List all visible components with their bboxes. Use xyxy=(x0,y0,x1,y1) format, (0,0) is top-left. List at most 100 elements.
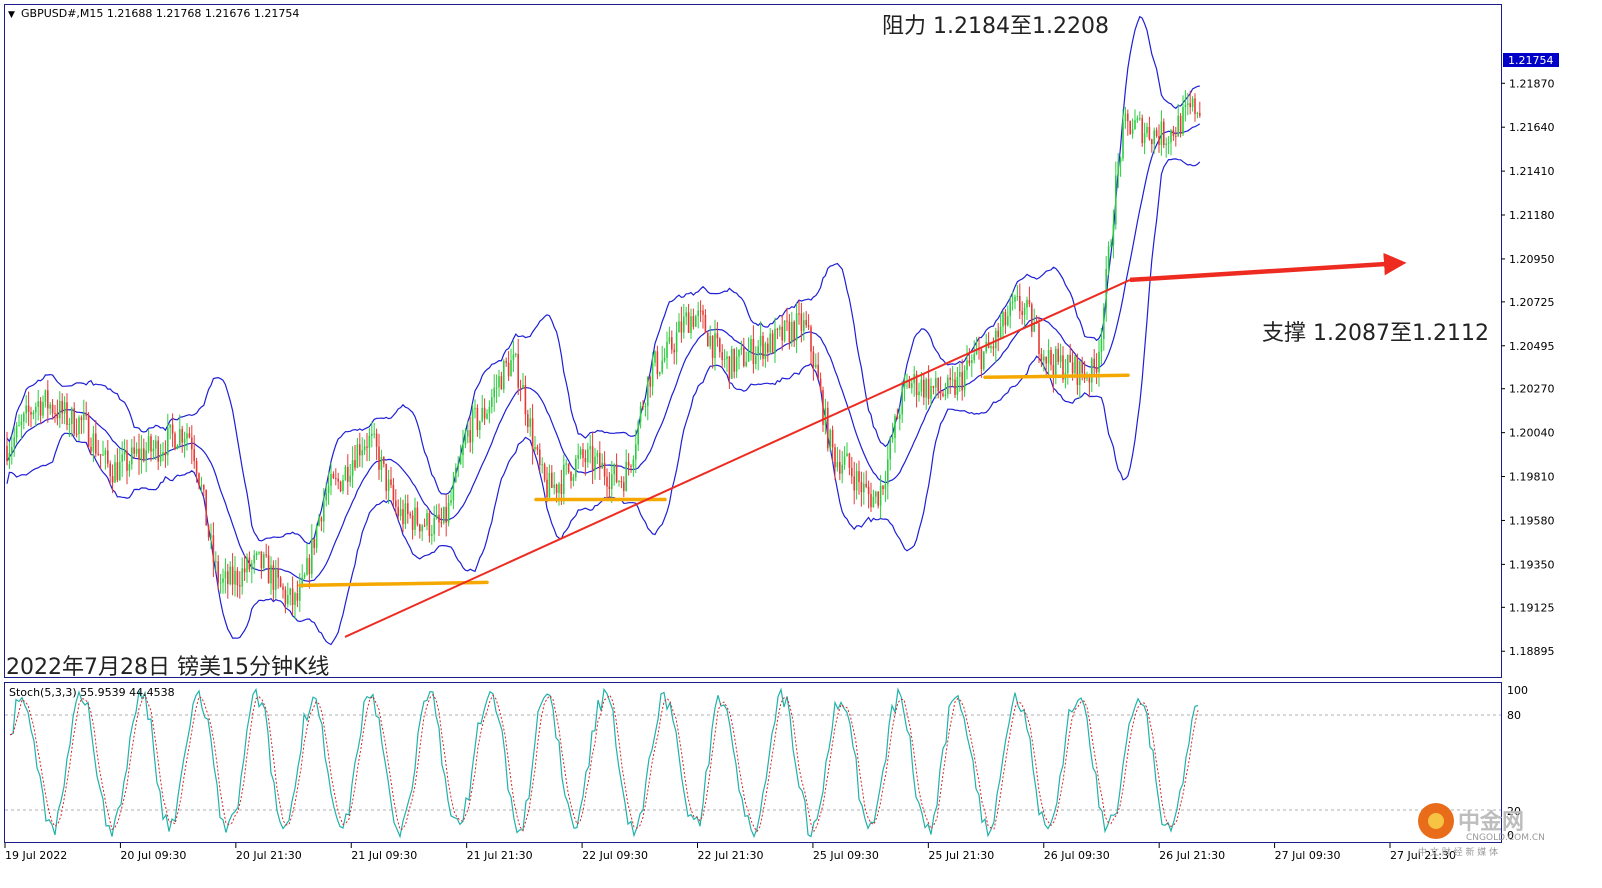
candle-body xyxy=(908,380,911,388)
candle-body xyxy=(1141,118,1143,144)
candle-body xyxy=(1155,130,1158,137)
candle-body xyxy=(392,484,395,501)
candle-body xyxy=(695,316,697,327)
candle-body xyxy=(375,433,378,447)
candle-body xyxy=(750,339,752,352)
candle-body xyxy=(738,349,740,357)
candle-body xyxy=(1043,356,1045,361)
candle-body xyxy=(500,376,503,390)
candle-body xyxy=(726,356,728,359)
candle-body xyxy=(551,472,553,488)
candle-body xyxy=(860,482,863,493)
candle-body xyxy=(481,407,483,422)
candle-body xyxy=(171,424,174,434)
candle-body xyxy=(1009,301,1011,317)
chart-caption: 2022年7月28日 镑美15分钟K线 xyxy=(6,655,329,680)
candle-body xyxy=(227,571,229,585)
candle-body xyxy=(937,378,939,392)
stoch-tick-20: 20 xyxy=(1507,805,1521,818)
watermark-subtitle: 中 文 财 经 新 媒 体 xyxy=(1418,846,1498,858)
candle-body xyxy=(606,476,608,487)
candle-body xyxy=(399,509,402,517)
candle-body xyxy=(939,391,942,394)
candle-body xyxy=(361,450,363,456)
x-tick-label: 27 Jul 09:30 xyxy=(1275,849,1341,862)
candle-body xyxy=(145,450,147,461)
y-tick-label: 1.20725 xyxy=(1509,296,1555,309)
candle-body xyxy=(51,404,54,414)
candle-body xyxy=(683,316,685,333)
candle-body xyxy=(387,479,390,491)
candle-body xyxy=(303,574,306,578)
candle-body xyxy=(999,326,1002,338)
y-tick-label: 1.19125 xyxy=(1509,601,1555,614)
candle-body xyxy=(447,502,450,523)
candle-body xyxy=(822,390,824,425)
candle-body xyxy=(191,437,193,450)
candle-body xyxy=(625,461,627,491)
candle-body xyxy=(877,491,879,506)
candle-body xyxy=(543,464,546,480)
candle-body xyxy=(675,332,678,353)
candle-body xyxy=(728,356,731,379)
candle-body xyxy=(15,425,18,438)
candle-body xyxy=(222,578,224,583)
candle-body xyxy=(899,414,901,419)
candle-body xyxy=(231,566,234,585)
candlesticks xyxy=(6,90,1201,620)
candle-body xyxy=(421,525,423,532)
candle-body xyxy=(164,452,167,456)
stoch-tick-100: 100 xyxy=(1507,684,1528,697)
candle-body xyxy=(1136,118,1139,121)
candle-body xyxy=(587,449,589,463)
candle-body xyxy=(1107,246,1110,270)
candle-body xyxy=(1021,311,1023,315)
candle-body xyxy=(102,454,104,456)
candle-body xyxy=(781,326,783,341)
candle-body xyxy=(527,414,529,427)
candle-body xyxy=(1122,121,1124,159)
x-tick-label: 25 Jul 09:30 xyxy=(813,849,879,862)
candle-body xyxy=(555,484,558,493)
candle-body xyxy=(536,447,539,450)
candle-body xyxy=(59,400,61,419)
candle-body xyxy=(690,316,692,333)
candle-body xyxy=(1067,354,1069,374)
candle-body xyxy=(524,385,527,415)
candle-body xyxy=(563,464,565,494)
candle-body xyxy=(596,452,599,457)
candle-body xyxy=(35,406,37,413)
candle-body xyxy=(111,476,114,483)
candle-body xyxy=(839,462,841,474)
candle-body xyxy=(560,483,563,494)
x-tick-label: 25 Jul 21:30 xyxy=(928,849,994,862)
candle-body xyxy=(296,593,299,601)
candle-body xyxy=(608,486,611,490)
candle-body xyxy=(217,561,219,583)
candle-body xyxy=(411,515,414,530)
candle-body xyxy=(879,485,882,506)
dropdown-triangle-icon[interactable]: ▼ xyxy=(8,10,15,20)
candle-body xyxy=(455,467,457,483)
candle-body xyxy=(1117,161,1119,176)
candle-body xyxy=(764,343,767,359)
candle-body xyxy=(798,313,800,315)
candle-body xyxy=(13,437,15,448)
candle-body xyxy=(961,372,963,391)
resistance-annotation: 阻力 1.2184至1.2208 xyxy=(882,14,1109,39)
candle-body xyxy=(1151,139,1153,145)
candle-body xyxy=(205,489,207,526)
candle-body xyxy=(519,387,522,389)
candle-body xyxy=(224,571,227,579)
candle-body xyxy=(1016,295,1019,297)
y-tick-label: 1.21640 xyxy=(1509,121,1555,134)
candle-body xyxy=(711,335,714,359)
candle-body xyxy=(872,496,875,508)
candle-body xyxy=(1026,299,1028,308)
candle-body xyxy=(671,337,673,350)
x-tick-label: 20 Jul 21:30 xyxy=(236,849,302,862)
candle-body xyxy=(884,484,887,490)
candle-body xyxy=(128,464,131,471)
candle-body xyxy=(721,352,723,361)
